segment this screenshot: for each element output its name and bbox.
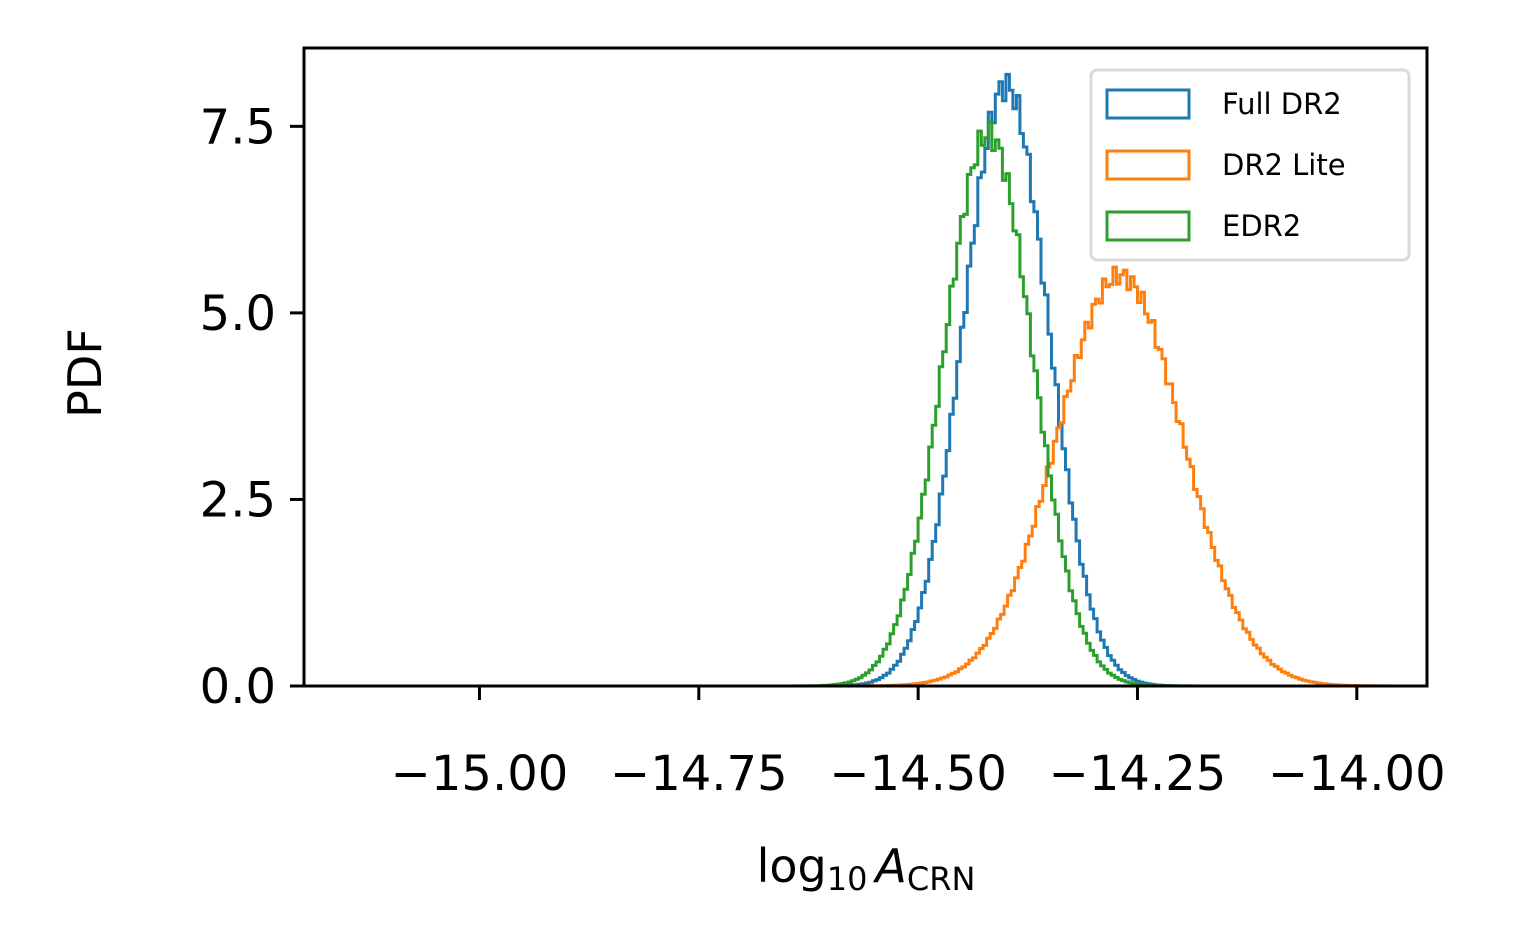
- x-axis-ticks: −15.00 −14.75 −14.50 −14.25 −14.00: [391, 686, 1446, 802]
- x-axis-label-var: A: [872, 839, 906, 893]
- x-axis-label-sub1: 10: [827, 860, 868, 898]
- y-axis-ticks: 0.0 2.5 5.0 7.5: [200, 99, 304, 715]
- y-axis-label: PDF: [58, 328, 112, 418]
- plot-frame: [302, 46, 1429, 688]
- legend-swatch: [1105, 149, 1191, 181]
- x-axis-label-sub2: CRN: [907, 860, 976, 898]
- legend: Full DR2 DR2 Lite EDR2: [1089, 68, 1411, 262]
- legend-swatch: [1105, 210, 1191, 242]
- x-axis-label-base: log: [757, 839, 827, 893]
- x-tick-label: −15.00: [391, 746, 569, 802]
- y-tick-label: 5.0: [200, 286, 276, 342]
- x-axis-label: log10 ACRN: [757, 839, 976, 898]
- x-tick-label: −14.00: [1268, 746, 1446, 802]
- series-step-edr2: [725, 120, 1227, 688]
- y-tick-label: 2.5: [200, 472, 276, 528]
- legend-label: DR2 Lite: [1222, 148, 1346, 182]
- x-tick-label: −14.75: [610, 746, 788, 802]
- y-tick-label: 7.5: [200, 99, 276, 155]
- x-tick-label: −14.25: [1049, 746, 1227, 802]
- y-tick-label: 0.0: [200, 659, 276, 715]
- legend-label: EDR2: [1222, 209, 1301, 243]
- x-tick-label: −14.50: [829, 746, 1007, 802]
- legend-label: Full DR2: [1222, 87, 1342, 121]
- legend-swatch: [1105, 88, 1191, 120]
